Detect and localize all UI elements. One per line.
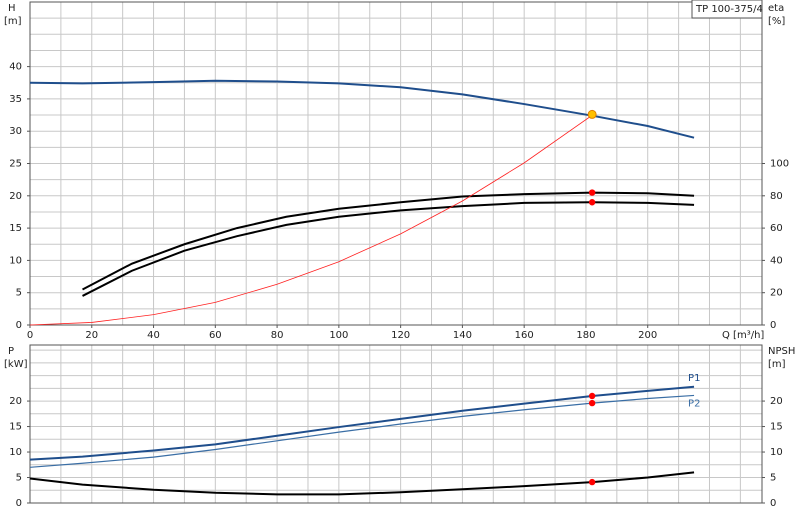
y2-tick-label: 20 [770, 288, 783, 299]
x-tick-label: 60 [209, 330, 222, 341]
y2-axis-label: NPSH [768, 346, 795, 357]
series-label: P2 [688, 398, 700, 409]
y2-axis-unit: [%] [768, 16, 785, 27]
y-axis-label: P [8, 346, 14, 357]
y-tick-label: 25 [9, 159, 22, 170]
y-axis-unit: [kW] [4, 359, 28, 370]
curve [29, 385, 695, 461]
x-tick-label: 160 [515, 330, 534, 341]
y-axis-unit: [m] [4, 16, 22, 27]
curve [82, 191, 695, 291]
y-tick-label: 15 [9, 422, 22, 433]
y-tick-label: 20 [9, 396, 22, 407]
operating-point [588, 478, 596, 486]
operating-point [588, 189, 596, 196]
x-tick-label: 100 [329, 330, 348, 341]
chart-title: TP 100-375/4 [695, 4, 763, 15]
y2-tick-label: 60 [770, 223, 783, 234]
plot-frame [29, 344, 763, 504]
y2-tick-label: 0 [770, 498, 776, 509]
x-tick-label: 0 [27, 330, 33, 341]
curve [29, 79, 695, 139]
x-tick-label: 40 [147, 330, 160, 341]
x-tick-label: 120 [391, 330, 410, 341]
y-tick-label: 10 [9, 447, 22, 458]
y-tick-label: 30 [9, 126, 22, 137]
curve [82, 201, 695, 297]
operating-point [588, 399, 596, 407]
y-tick-label: 5 [16, 473, 22, 484]
y-tick-label: 40 [9, 62, 22, 73]
y-tick-label: 15 [9, 223, 22, 234]
y-tick-label: 0 [16, 498, 22, 509]
y2-tick-label: 5 [770, 473, 776, 484]
y-tick-label: 10 [9, 255, 22, 266]
y2-axis-unit: [m] [768, 359, 786, 370]
curve [29, 471, 695, 496]
curve [29, 394, 695, 468]
y2-axis-label: eta [768, 3, 784, 14]
x-tick-label: 180 [576, 330, 595, 341]
x-tick-label: 200 [638, 330, 657, 341]
y-tick-label: 0 [16, 320, 22, 331]
y-tick-label: 35 [9, 94, 22, 105]
y2-tick-label: 10 [770, 447, 783, 458]
y2-tick-label: 80 [770, 191, 783, 202]
title-box [691, 0, 763, 19]
y2-tick-label: 40 [770, 255, 783, 266]
y2-tick-label: 0 [770, 320, 776, 331]
y2-tick-label: 100 [770, 159, 789, 170]
series-label: P1 [688, 373, 700, 384]
x-tick-label: 20 [85, 330, 98, 341]
x-tick-label: 80 [271, 330, 284, 341]
x-tick-label: 140 [453, 330, 472, 341]
operating-point [587, 109, 597, 119]
y-tick-label: 20 [9, 191, 22, 202]
y-axis-label: H [8, 3, 16, 14]
operating-point [588, 392, 596, 400]
operating-point [588, 199, 596, 206]
x-axis-label: Q [m³/h] [722, 330, 764, 341]
y2-tick-label: 20 [770, 396, 783, 407]
curve [29, 112, 596, 326]
y2-tick-label: 15 [770, 422, 783, 433]
y-tick-label: 5 [16, 288, 22, 299]
